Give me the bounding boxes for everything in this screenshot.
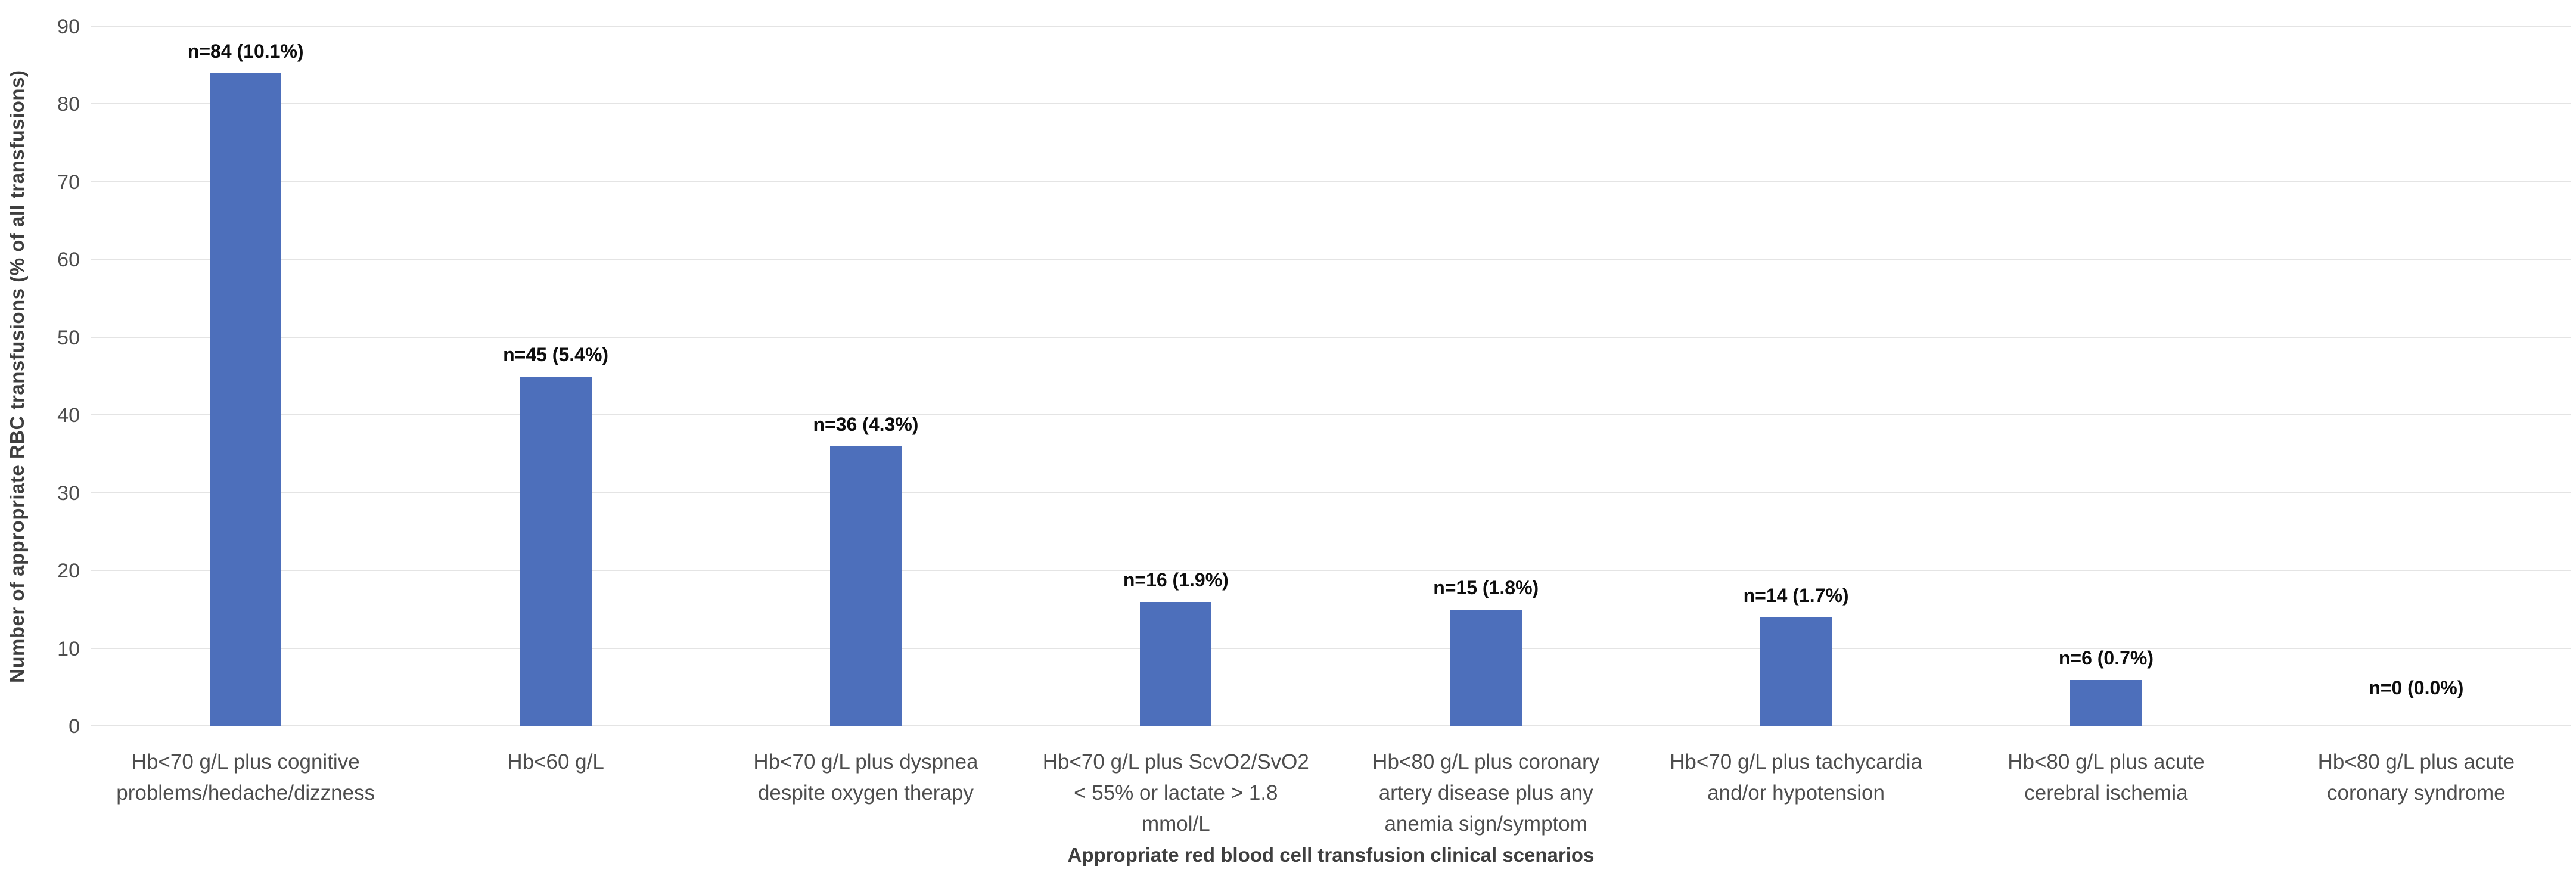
y-tick-label: 70 bbox=[57, 170, 80, 194]
bar bbox=[520, 377, 592, 726]
category-label: Hb<70 g/L plus cognitive problems/hedach… bbox=[116, 750, 375, 805]
bar bbox=[210, 73, 282, 726]
category-label: Hb<80 g/L plus acute coronary syndrome bbox=[2317, 750, 2515, 805]
bar-value-label: n=36 (4.3%) bbox=[813, 414, 919, 436]
gridline bbox=[91, 647, 2571, 649]
bar-value-label: n=6 (0.7%) bbox=[2058, 647, 2154, 669]
category-label: Hb<80 g/L plus acute cerebral ischemia bbox=[2008, 750, 2205, 805]
gridline bbox=[91, 336, 2571, 338]
plot-area: 0 10 20 30 40 50 60 70 80 90 n=84 (10.1%) Hb<70 g/L… bbox=[57, 17, 2571, 836]
category-label: Hb<80 g/L plus coronary artery disease p… bbox=[1372, 750, 1600, 836]
category-slot: n=45 (5.4%) Hb<60 g/L bbox=[400, 27, 710, 774]
bar-value-label: n=0 (0.0%) bbox=[2369, 677, 2464, 698]
bar-value-label: n=84 (10.1%) bbox=[187, 41, 304, 63]
gridline bbox=[91, 26, 2571, 27]
bar-value-label: n=15 (1.8%) bbox=[1433, 577, 1539, 599]
gridline bbox=[91, 414, 2571, 416]
category-slot: n=0 (0.0%) Hb<80 g/L plus acute coronary … bbox=[2261, 27, 2571, 805]
category-slot: n=15 (1.8%) Hb<80 g/L plus coronary arter… bbox=[1331, 27, 1641, 836]
bar-value-label: n=14 (1.7%) bbox=[1743, 585, 1849, 607]
y-tick-label: 50 bbox=[57, 326, 80, 349]
bar-value-label: n=16 (1.9%) bbox=[1123, 569, 1229, 591]
category-slot: n=16 (1.9%) Hb<70 g/L plus ScvO2/SvO2 < 5… bbox=[1021, 27, 1331, 836]
category-label: Hb<70 g/L plus ScvO2/SvO2 < 55% or lacta… bbox=[1042, 750, 1309, 836]
gridline bbox=[91, 570, 2571, 572]
y-tick-label: 60 bbox=[57, 249, 80, 272]
category-label: Hb<70 g/L plus tachycardia and/or hypote… bbox=[1670, 750, 1922, 805]
bar bbox=[2070, 679, 2142, 726]
gridline bbox=[91, 181, 2571, 182]
category-slot: n=14 (1.7%) Hb<70 g/L plus tachycardia an… bbox=[1641, 27, 1951, 805]
y-tick-label: 90 bbox=[57, 15, 80, 38]
y-tick-label: 40 bbox=[57, 404, 80, 427]
category-label: Hb<60 g/L bbox=[507, 750, 604, 774]
y-tick-label: 30 bbox=[57, 482, 80, 505]
category-slot: n=36 (4.3%) Hb<70 g/L plus dyspnea despit… bbox=[711, 27, 1021, 805]
gridline bbox=[91, 103, 2571, 105]
gridline bbox=[91, 492, 2571, 493]
category-slot: n=84 (10.1%) Hb<70 g/L plus cognitive pro… bbox=[91, 27, 400, 805]
category-label: Hb<70 g/L plus dyspnea despite oxygen th… bbox=[753, 750, 978, 805]
bar bbox=[1760, 617, 1832, 726]
bar bbox=[829, 446, 902, 726]
y-tick-label: 20 bbox=[57, 560, 80, 583]
x-axis-title: Appropriate red blood cell transfusion c… bbox=[1067, 844, 1595, 866]
bar bbox=[1450, 610, 1522, 726]
y-tick-label: 80 bbox=[57, 93, 80, 116]
gridline bbox=[91, 725, 2571, 726]
y-tick-label: 0 bbox=[69, 715, 80, 738]
y-axis-title: Number of appropriate RBC transfusions (… bbox=[6, 70, 28, 684]
y-tick-label: 10 bbox=[57, 637, 80, 660]
bar-value-label: n=45 (5.4%) bbox=[503, 344, 609, 365]
gridline bbox=[91, 259, 2571, 260]
category-slot: n=6 (0.7%) Hb<80 g/L plus acute cerebral … bbox=[1951, 27, 2261, 805]
bar bbox=[1140, 602, 1212, 726]
